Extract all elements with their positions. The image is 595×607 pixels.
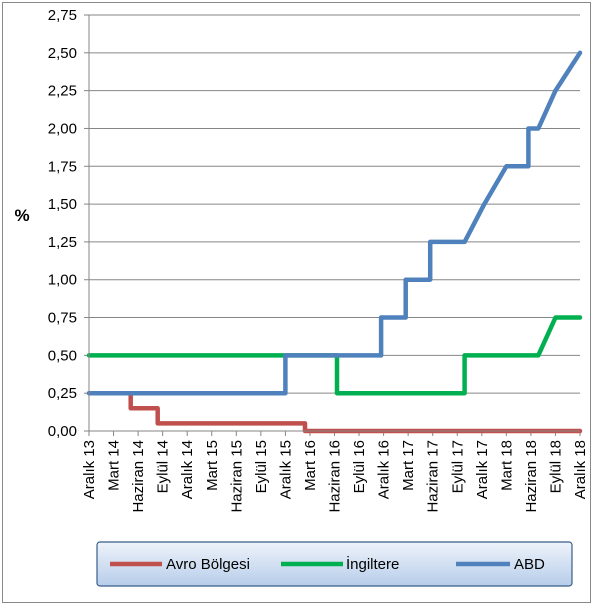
y-tick-label: 1,00 bbox=[48, 272, 77, 289]
y-axis-label: % bbox=[14, 206, 29, 225]
x-tick-label: Haziran 17 bbox=[425, 440, 442, 513]
x-tick-label: Haziran 18 bbox=[523, 440, 540, 513]
x-tick-label: Mart 18 bbox=[498, 440, 515, 491]
x-tick-label: Eylül 15 bbox=[253, 440, 270, 493]
series-line-abd bbox=[86, 50, 583, 396]
x-tick-label: Eylül 16 bbox=[351, 440, 368, 493]
x-tick-label: Haziran 16 bbox=[327, 440, 344, 513]
y-tick-label: 0,50 bbox=[48, 347, 77, 364]
series-line-avro-b-lgesi bbox=[86, 390, 583, 434]
x-tick-label: Aralık 18 bbox=[572, 440, 589, 499]
y-tick-label: 1,75 bbox=[48, 158, 77, 175]
x-tick-label: Mart 15 bbox=[204, 440, 221, 491]
y-tick-label: 2,75 bbox=[48, 7, 77, 24]
y-tick-label: 0,75 bbox=[48, 310, 77, 327]
y-tick-label: 1,50 bbox=[48, 196, 77, 213]
y-tick-label: 0,25 bbox=[48, 385, 77, 402]
x-tick-label: Eylül 18 bbox=[547, 440, 564, 493]
x-tick-label: Aralık 14 bbox=[179, 440, 196, 499]
x-tick-label: Eylül 17 bbox=[449, 440, 466, 493]
y-tick-label: 2,00 bbox=[48, 120, 77, 137]
x-tick-label: Haziran 15 bbox=[228, 440, 245, 513]
legend-label: Avro Bölgesi bbox=[166, 556, 250, 573]
y-tick-label: 2,25 bbox=[48, 83, 77, 100]
x-tick-label: Aralık 16 bbox=[376, 440, 393, 499]
y-tick-label: 0,00 bbox=[48, 423, 77, 440]
y-tick-label: 1,25 bbox=[48, 234, 77, 251]
x-tick-label: Mart 14 bbox=[106, 440, 123, 491]
x-tick-label: Aralık 17 bbox=[474, 440, 491, 499]
x-tick-label: Mart 16 bbox=[302, 440, 319, 491]
x-tick-label: Eylül 14 bbox=[155, 440, 172, 493]
x-tick-label: Haziran 14 bbox=[130, 440, 147, 513]
x-tick-label: Aralık 13 bbox=[81, 440, 98, 499]
legend-label: ABD bbox=[514, 556, 545, 573]
legend-label: İngiltere bbox=[346, 555, 399, 573]
x-tick-label: Mart 17 bbox=[400, 440, 417, 491]
series-line-i-ngiltere bbox=[86, 315, 583, 396]
y-tick-label: 2,50 bbox=[48, 45, 77, 62]
x-tick-label: Aralık 15 bbox=[277, 440, 294, 499]
